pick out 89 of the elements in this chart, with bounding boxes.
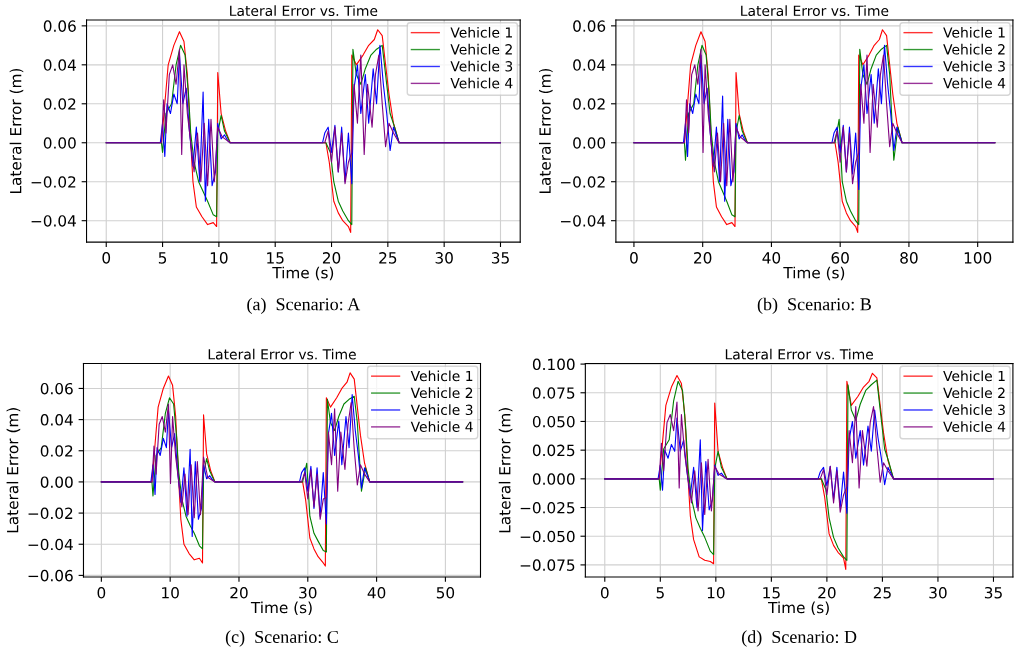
y-tick-label: 0.100 <box>532 358 575 371</box>
y-tick-label: 0.04 <box>573 59 606 71</box>
x-tick-label: 15 <box>763 587 780 599</box>
x-tick-label: 5 <box>656 587 664 599</box>
y-tick-label: −0.075 <box>520 559 575 571</box>
y-axis-title: Lateral Error (m) <box>9 68 24 194</box>
y-tick-label: −0.04 <box>560 215 606 227</box>
x-tick-label: 80 <box>900 252 918 264</box>
text: (a) Scenario: A <box>247 297 361 315</box>
y-tick-label: −0.02 <box>28 507 73 520</box>
legend-label: Vehicle 1 <box>410 370 473 382</box>
legend-label: Vehicle 2 <box>943 387 1005 399</box>
y-tick-label: 0.04 <box>43 59 76 71</box>
y-tick-label: −0.04 <box>31 215 76 227</box>
x-axis-title: Time (s) <box>272 266 334 281</box>
chart-title: Lateral Error vs. Time <box>741 5 889 17</box>
legend-label: Vehicle 2 <box>943 43 1005 55</box>
text: (b) Scenario: B <box>757 297 871 315</box>
y-tick-label: −0.04 <box>28 538 73 551</box>
x-tick-label: 30 <box>299 586 317 599</box>
chart-title: Lateral Error vs. Time <box>208 348 356 360</box>
x-tick-label: 40 <box>367 586 386 599</box>
y-tick-label: 0.025 <box>532 444 575 457</box>
legend-label: Vehicle 3 <box>450 60 513 72</box>
x-tick-label: 25 <box>379 252 397 264</box>
y-tick-label: 0.050 <box>532 415 575 428</box>
legend-label: Vehicle 1 <box>943 26 1005 38</box>
y-axis-title: Lateral Error (m) <box>498 408 513 533</box>
legend-label: Vehicle 1 <box>450 26 512 38</box>
y-tick-label: −0.02 <box>31 176 76 188</box>
line-series <box>100 401 464 520</box>
y-tick-label: 0.00 <box>573 137 606 149</box>
legend-label: Vehicle 4 <box>450 77 513 89</box>
x-tick-label: 35 <box>984 586 1002 599</box>
y-tick-label: −0.050 <box>520 530 575 543</box>
y-tick-label: 0.04 <box>40 414 73 426</box>
x-tick-label: 20 <box>322 252 341 264</box>
x-tick-label: 30 <box>929 586 947 599</box>
text: (d) Scenario: D <box>742 630 857 647</box>
legend-label: Vehicle 4 <box>410 421 473 432</box>
x-tick-label: 20 <box>230 586 248 599</box>
y-tick-label: 0.00 <box>40 476 73 488</box>
y-tick-label: 0.000 <box>532 473 575 485</box>
x-tick-label: 30 <box>435 252 453 264</box>
legend-label: Vehicle 3 <box>410 404 473 416</box>
line-series <box>604 401 995 515</box>
legend-label: Vehicle 4 <box>943 421 1006 432</box>
x-tick-label: 60 <box>831 252 849 264</box>
y-tick-label: 0.00 <box>43 137 76 149</box>
x-tick-label: 35 <box>491 252 509 264</box>
y-tick-label: 0.06 <box>43 20 76 32</box>
legend-label: Vehicle 4 <box>943 77 1006 89</box>
chart-title: Lateral Error vs. Time <box>230 5 378 17</box>
y-tick-label: −0.025 <box>520 501 575 514</box>
x-tick-label: 10 <box>162 586 179 599</box>
x-tick-label: 25 <box>873 586 891 599</box>
y-tick-label: 0.06 <box>573 20 606 32</box>
legend-label: Vehicle 3 <box>943 404 1005 416</box>
x-tick-label: 5 <box>158 252 167 264</box>
y-tick-label: 0.02 <box>573 98 605 110</box>
x-tick-label: 0 <box>97 586 106 599</box>
y-axis-title: Lateral Error (m) <box>539 68 553 194</box>
legend-label: Vehicle 2 <box>450 43 512 55</box>
y-tick-label: −0.02 <box>560 176 605 188</box>
x-tick-label: 0 <box>102 252 111 264</box>
x-tick-label: 100 <box>964 252 992 264</box>
y-tick-label: 0.075 <box>532 387 575 399</box>
chart-title: Lateral Error vs. Time <box>725 348 874 360</box>
legend-label: Vehicle 1 <box>943 370 1005 382</box>
x-tick-label: 10 <box>210 252 228 264</box>
x-tick-label: 20 <box>818 586 836 599</box>
y-tick-label: 0.02 <box>43 98 76 110</box>
x-tick-label: 15 <box>267 252 284 264</box>
text: (c) Scenario: C <box>225 630 338 647</box>
x-axis-title: Time (s) <box>768 601 829 616</box>
x-tick-label: 20 <box>694 252 712 264</box>
x-axis-title: Time (s) <box>783 266 845 281</box>
y-tick-label: 0.06 <box>40 382 73 395</box>
y-axis-title: Lateral Error (m) <box>6 408 21 533</box>
x-tick-label: 0 <box>630 252 638 264</box>
x-tick-label: 10 <box>707 586 725 599</box>
y-tick-label: 0.02 <box>40 445 73 457</box>
legend-label: Vehicle 3 <box>943 60 1005 72</box>
x-tick-label: 50 <box>436 586 455 599</box>
x-axis-title: Time (s) <box>250 601 312 616</box>
legend-label: Vehicle 2 <box>410 387 473 399</box>
x-tick-label: 40 <box>762 252 781 264</box>
x-tick-label: 0 <box>600 586 609 599</box>
y-tick-label: −0.06 <box>28 569 73 582</box>
